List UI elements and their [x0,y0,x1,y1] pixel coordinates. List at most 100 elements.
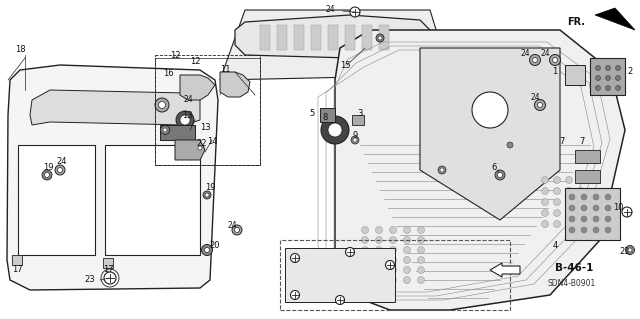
Circle shape [566,176,573,183]
Circle shape [353,138,357,142]
Circle shape [550,55,561,65]
Polygon shape [575,150,600,163]
Circle shape [417,266,424,273]
Circle shape [328,123,342,137]
Polygon shape [590,58,625,95]
Bar [12,255,22,265]
Polygon shape [565,65,585,85]
Circle shape [176,111,194,129]
Circle shape [390,277,397,284]
Circle shape [390,256,397,263]
Circle shape [198,146,202,150]
Circle shape [362,226,369,234]
Circle shape [376,226,383,234]
Circle shape [203,191,211,199]
Text: 4: 4 [552,241,557,249]
Circle shape [362,247,369,254]
Polygon shape [565,188,620,240]
Bar [280,240,510,310]
Circle shape [577,220,584,227]
Polygon shape [160,125,195,140]
Circle shape [554,198,561,205]
Circle shape [376,236,383,243]
Circle shape [417,236,424,243]
Circle shape [605,76,611,80]
Circle shape [403,226,410,234]
Circle shape [534,100,545,110]
Text: 10: 10 [612,204,623,212]
Polygon shape [311,25,321,50]
Polygon shape [18,145,95,255]
Circle shape [234,227,239,233]
Circle shape [625,246,634,255]
Text: 22: 22 [196,138,207,147]
Circle shape [472,92,508,128]
Circle shape [569,194,575,200]
Circle shape [196,144,204,152]
Circle shape [581,194,587,200]
Circle shape [390,266,397,273]
Bar [103,258,113,268]
Circle shape [581,227,587,233]
Circle shape [569,216,575,222]
Circle shape [403,266,410,273]
Circle shape [202,244,212,256]
Circle shape [554,210,561,217]
Circle shape [577,188,584,195]
Text: 7: 7 [559,137,564,146]
Circle shape [605,205,611,211]
Text: 24: 24 [325,5,335,14]
Circle shape [155,98,169,112]
Circle shape [566,220,573,227]
Polygon shape [595,8,635,30]
Circle shape [376,34,384,42]
Circle shape [616,76,621,80]
Circle shape [541,176,548,183]
Circle shape [628,248,632,252]
Circle shape [581,216,587,222]
Text: 7: 7 [579,137,585,146]
Text: 6: 6 [492,164,497,173]
Circle shape [541,210,548,217]
Text: 24: 24 [57,158,67,167]
Polygon shape [260,25,270,50]
Circle shape [605,65,611,70]
Circle shape [440,168,444,172]
Circle shape [577,210,584,217]
Circle shape [362,266,369,273]
Circle shape [376,256,383,263]
Circle shape [376,266,383,273]
Polygon shape [379,25,389,50]
Text: 24: 24 [520,49,530,58]
Text: 14: 14 [207,137,217,146]
Polygon shape [285,248,395,302]
Circle shape [58,167,63,173]
Circle shape [622,207,632,217]
Circle shape [554,220,561,227]
Circle shape [42,170,52,180]
Circle shape [595,65,600,70]
Circle shape [403,236,410,243]
FancyArrow shape [490,263,520,277]
Circle shape [566,198,573,205]
Circle shape [403,277,410,284]
Text: 24: 24 [540,49,550,58]
Circle shape [605,216,611,222]
Circle shape [554,188,561,195]
Text: B-46-1: B-46-1 [555,263,593,273]
Text: 13: 13 [182,110,192,120]
Circle shape [161,125,170,135]
Polygon shape [235,15,430,58]
Bar [352,115,364,125]
Circle shape [376,277,383,284]
Circle shape [595,76,600,80]
Polygon shape [345,25,355,50]
Text: 18: 18 [15,46,26,55]
Text: 12: 12 [170,50,180,60]
Circle shape [104,272,116,284]
Text: 17: 17 [102,265,113,275]
Circle shape [180,115,190,125]
Circle shape [495,170,505,180]
Text: 12: 12 [189,57,200,66]
Circle shape [593,216,599,222]
